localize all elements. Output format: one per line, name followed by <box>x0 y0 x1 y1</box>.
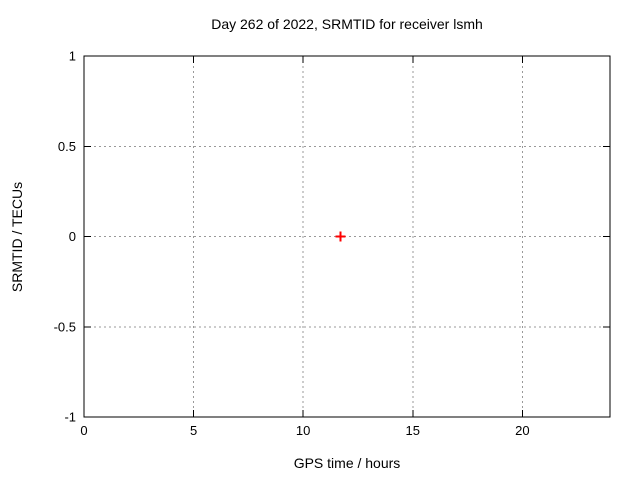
x-tick-label: 20 <box>515 423 529 438</box>
y-tick-label: 0 <box>69 229 76 244</box>
y-tick-label: 0.5 <box>58 139 76 154</box>
y-tick-label: 1 <box>69 49 76 64</box>
chart-title: Day 262 of 2022, SRMTID for receiver lsm… <box>211 16 483 32</box>
x-axis-label: GPS time / hours <box>293 455 401 471</box>
y-tick-label: -1 <box>64 410 76 425</box>
x-tick-label: 15 <box>406 423 420 438</box>
x-tick-label: 0 <box>80 423 87 438</box>
plot-border <box>83 55 611 418</box>
x-tick-label: 5 <box>190 423 197 438</box>
x-tick-label: 10 <box>296 423 310 438</box>
y-tick-label: -0.5 <box>54 319 76 334</box>
